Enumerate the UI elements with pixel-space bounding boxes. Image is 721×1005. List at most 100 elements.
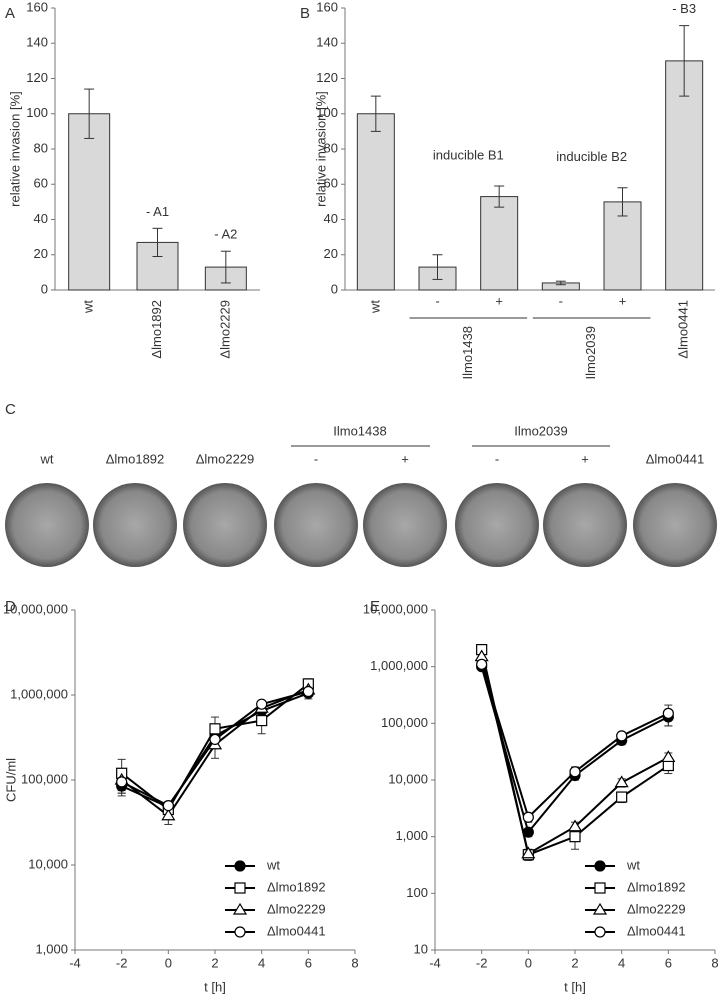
marker	[161, 808, 176, 821]
y-tick-label: 140	[316, 35, 338, 50]
x-tick-label: +	[495, 293, 503, 308]
x-tick-label: 8	[711, 955, 718, 970]
marker	[162, 799, 174, 812]
marker	[256, 714, 268, 727]
marker	[616, 730, 628, 742]
plate-label: wt	[40, 451, 54, 466]
y-tick-label: 40	[34, 211, 48, 226]
marker	[521, 846, 536, 859]
x-tick-label: 2	[211, 955, 218, 970]
marker	[116, 776, 128, 788]
y-tick-label: 100	[406, 885, 428, 900]
x-tick-label: -4	[69, 955, 81, 970]
x-tick-label: 6	[305, 955, 312, 970]
marker	[662, 707, 674, 719]
marker	[256, 698, 268, 710]
y-tick-label: 160	[316, 0, 338, 14]
bar	[68, 113, 111, 291]
plaque-plate	[5, 483, 89, 567]
legend-label: Δlmo0441	[267, 923, 326, 938]
legend-label: Δlmo2229	[627, 901, 686, 916]
marker	[522, 826, 534, 838]
marker	[234, 882, 246, 894]
plate-label: -	[495, 451, 499, 466]
bar	[603, 201, 642, 291]
x-tick-label: Δlmo2229	[217, 300, 232, 359]
x-tick-label: wt	[81, 300, 96, 314]
legend-label: Δlmo2229	[267, 901, 326, 916]
y-tick-label: 20	[34, 246, 48, 261]
x-tick-label: Δlmo0441	[676, 300, 691, 359]
y-axis-label: relative invasion [%]	[7, 91, 22, 207]
legend-label: Δlmo1892	[267, 879, 326, 894]
marker	[209, 723, 221, 735]
y-tick-label: 120	[316, 70, 338, 85]
plaque-plate	[455, 483, 539, 567]
marker	[594, 860, 606, 872]
plaque-plate	[543, 483, 627, 567]
x-tick-label: 4	[618, 955, 625, 970]
annotation: inducible B1	[433, 147, 504, 162]
marker	[234, 926, 246, 938]
marker	[594, 926, 606, 938]
marker	[592, 902, 608, 915]
y-tick-label: 0	[331, 281, 338, 296]
group-label: Ilmo1438	[460, 326, 475, 379]
plaque-plate	[363, 483, 447, 567]
x-axis-label: t [h]	[204, 979, 226, 994]
panel-letter: A	[5, 5, 15, 22]
annotation: inducible B2	[556, 149, 627, 164]
plaque-plate	[274, 483, 358, 567]
marker	[232, 902, 248, 915]
legend-label: Δlmo0441	[627, 923, 686, 938]
marker	[476, 658, 488, 670]
group-label: Ilmo2039	[583, 326, 598, 379]
marker	[567, 819, 583, 832]
x-tick-label: -2	[116, 955, 128, 970]
x-axis-label: t [h]	[564, 979, 586, 994]
marker	[594, 882, 606, 894]
x-tick-label: 2	[571, 955, 578, 970]
y-tick-label: 60	[34, 176, 48, 191]
y-tick-label: 160	[26, 0, 48, 14]
bar	[356, 113, 395, 291]
x-tick-label: 6	[665, 955, 672, 970]
y-tick-label: 60	[324, 176, 338, 191]
plate-label: Ilmo2039	[514, 423, 567, 438]
y-tick-label: 10,000,000	[363, 601, 428, 616]
plate-label: -	[314, 451, 318, 466]
x-tick-label: 0	[165, 955, 172, 970]
plate-label: Ilmo1438	[333, 423, 386, 438]
x-tick-label: wt	[367, 300, 382, 314]
marker	[614, 775, 629, 788]
x-tick-label: -2	[476, 955, 488, 970]
y-tick-label: 100	[26, 105, 48, 120]
x-tick-label: Δlmo1892	[149, 300, 164, 359]
legend-label: Δlmo1892	[627, 879, 686, 894]
marker	[209, 733, 221, 746]
panel-letter: E	[370, 598, 380, 615]
panel-letter: C	[5, 401, 16, 418]
y-tick-label: 10	[414, 941, 428, 956]
y-tick-label: 10,000	[388, 771, 428, 786]
annotation: - B3	[672, 1, 696, 16]
plate-label: Δlmo2229	[196, 451, 255, 466]
plate-label: Δlmo0441	[646, 451, 705, 466]
annotation: - A2	[214, 227, 237, 242]
plaque-plate	[93, 483, 177, 567]
legend-label: wt	[266, 857, 280, 872]
plaque-plate	[183, 483, 267, 567]
marker	[302, 685, 314, 698]
y-tick-label: 40	[324, 211, 338, 226]
panel-letter: B	[300, 5, 310, 22]
annotation: - A1	[146, 204, 169, 219]
series-line	[480, 666, 669, 835]
y-tick-label: 80	[34, 140, 48, 155]
plate-label: +	[401, 451, 409, 466]
y-tick-label: 140	[26, 35, 48, 50]
marker	[569, 766, 581, 778]
x-tick-label: +	[619, 293, 627, 308]
y-tick-label: 20	[324, 246, 338, 261]
y-tick-label: 1,000,000	[370, 658, 428, 673]
x-tick-label: 0	[525, 955, 532, 970]
